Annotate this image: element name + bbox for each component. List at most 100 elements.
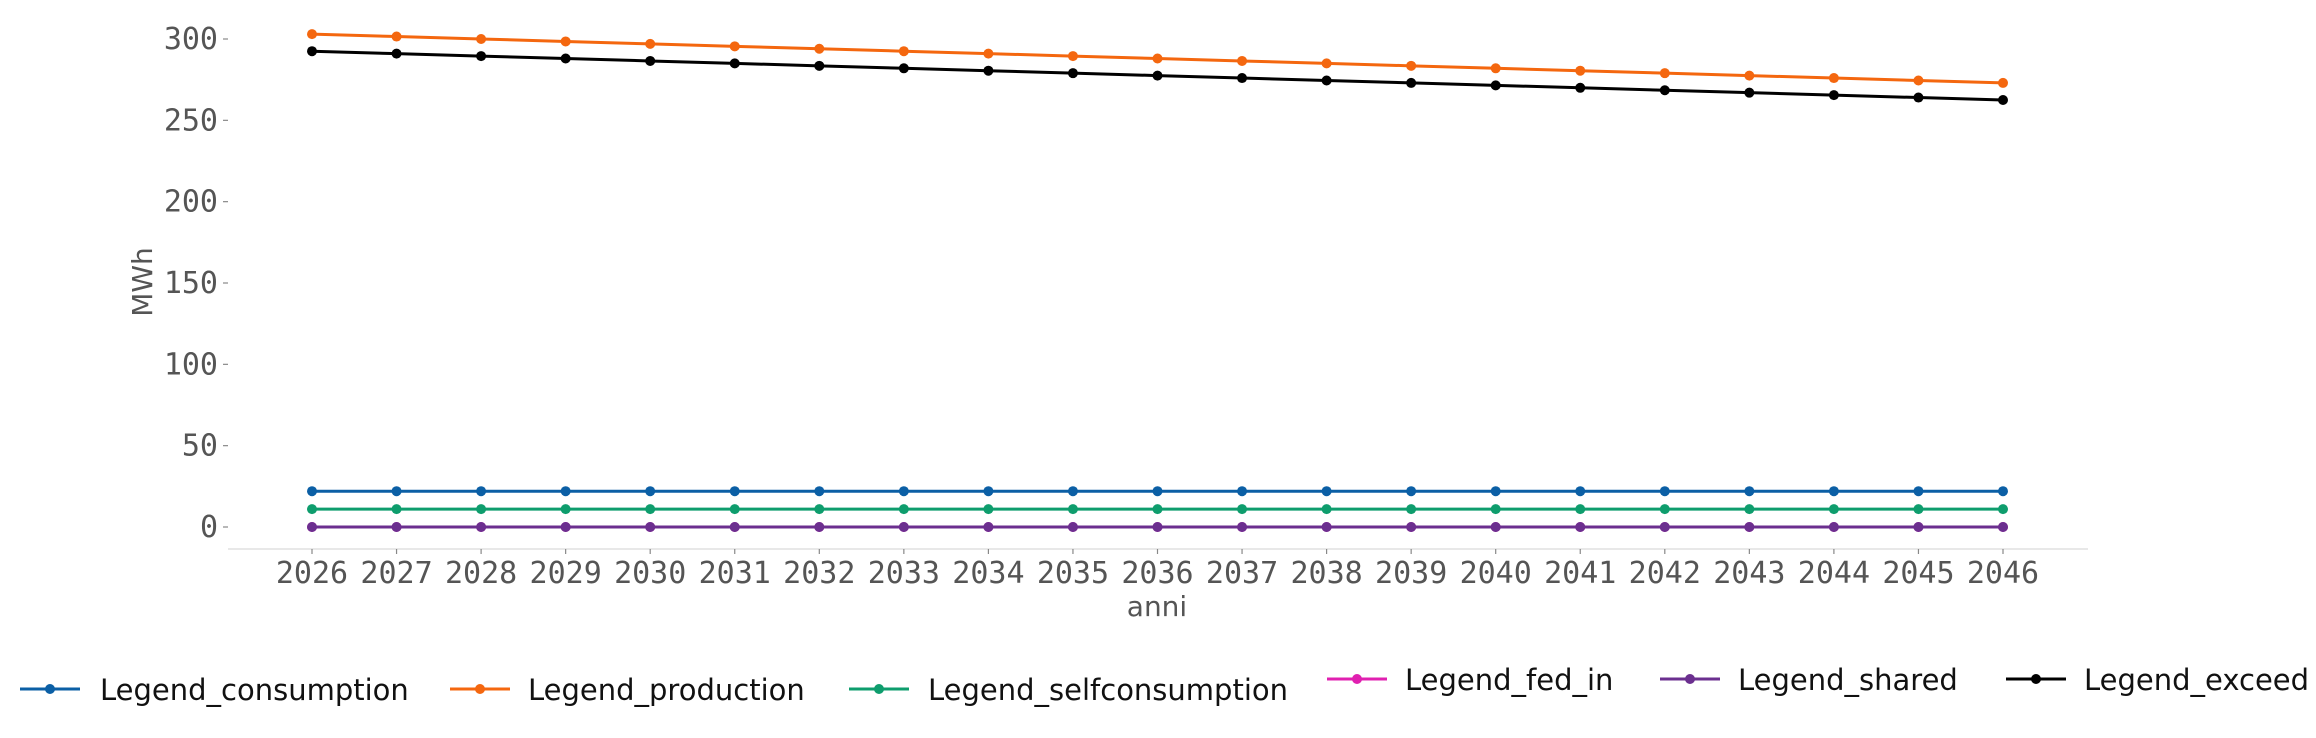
data-point — [1744, 504, 1755, 515]
data-point — [1744, 70, 1755, 81]
x-tick-label: 2038 — [1290, 556, 1362, 591]
data-point — [391, 522, 402, 532]
data-point — [1659, 68, 1670, 79]
data-point — [1152, 486, 1163, 497]
data-point — [1998, 522, 2008, 532]
data-point — [1744, 486, 1755, 497]
legend-item: Legend_consumption — [20, 673, 409, 707]
x-tick-label: 2030 — [614, 556, 686, 591]
x-tick-label: 2027 — [360, 556, 432, 591]
legend-marker — [475, 684, 485, 694]
data-point — [1152, 522, 1163, 532]
series-Legend_consumption — [307, 486, 2008, 497]
data-point — [814, 60, 825, 71]
data-point — [391, 504, 402, 515]
data-point — [1067, 51, 1078, 62]
data-point — [476, 51, 487, 62]
data-point — [645, 504, 656, 515]
data-point — [814, 522, 825, 532]
data-point — [1659, 486, 1670, 497]
data-point — [307, 522, 317, 532]
data-point — [1913, 504, 1924, 515]
x-tick-label: 2029 — [530, 556, 602, 591]
legend-marker — [874, 684, 884, 694]
data-point — [1575, 522, 1586, 532]
x-tick-label: 2043 — [1713, 556, 1785, 591]
data-point — [814, 486, 825, 497]
data-point — [1406, 504, 1417, 515]
data-point — [645, 38, 656, 49]
x-tick-label: 2037 — [1206, 556, 1278, 591]
data-point — [1321, 75, 1332, 86]
data-point — [1744, 87, 1755, 98]
legend-marker — [45, 684, 55, 694]
data-point — [1659, 85, 1670, 96]
legend-marker — [2031, 674, 2041, 684]
data-point — [1067, 68, 1078, 79]
series-Legend_shared — [307, 522, 2008, 532]
y-tick-label: 50 — [182, 429, 218, 464]
data-point — [476, 504, 487, 515]
data-point — [1490, 522, 1501, 532]
data-point — [1067, 486, 1078, 497]
series-layer — [307, 29, 2008, 532]
x-tick-label: 2034 — [952, 556, 1024, 591]
data-point — [1237, 504, 1248, 515]
x-tick-label: 2026 — [276, 556, 348, 591]
data-point — [1067, 522, 1078, 532]
data-point — [560, 522, 571, 532]
legend-item: Legend_production — [450, 673, 805, 707]
legend-label: Legend_shared — [1738, 663, 1958, 697]
data-point — [1152, 70, 1163, 81]
data-point — [898, 486, 909, 497]
x-tick-label: 2031 — [699, 556, 771, 591]
data-point — [1321, 504, 1332, 515]
data-point — [1237, 73, 1248, 84]
data-point — [729, 58, 740, 69]
x-tick-label: 2028 — [445, 556, 517, 591]
series-Legend_selfconsumption — [307, 504, 2008, 515]
data-point — [645, 486, 656, 497]
data-point — [560, 53, 571, 64]
data-point — [1237, 486, 1248, 497]
legend-marker — [1685, 674, 1695, 684]
data-point — [1152, 53, 1163, 64]
data-point — [645, 522, 656, 532]
data-point — [1744, 522, 1755, 532]
x-tick-label: 2032 — [783, 556, 855, 591]
data-point — [814, 43, 825, 54]
y-axis-label: MWh — [126, 247, 159, 317]
data-point — [1237, 522, 1248, 532]
x-tick-label: 2040 — [1460, 556, 1532, 591]
data-point — [983, 65, 994, 76]
data-point — [1575, 65, 1586, 76]
legend-item: Legend_selfconsumption — [849, 673, 1288, 707]
series-Legend_exceed — [307, 46, 2008, 105]
data-point — [1490, 63, 1501, 74]
data-point — [1659, 522, 1670, 532]
data-point — [1828, 90, 1839, 101]
data-point — [1998, 77, 2008, 88]
legend-item: Legend_fed_in — [1327, 663, 1613, 697]
legend-label: Legend_selfconsumption — [928, 673, 1288, 707]
data-point — [729, 522, 740, 532]
data-point — [1321, 486, 1332, 497]
data-point — [1490, 486, 1501, 497]
data-point — [1828, 486, 1839, 497]
series-Legend_production — [307, 29, 2008, 88]
x-tick-label: 2045 — [1882, 556, 1954, 591]
data-point — [983, 486, 994, 497]
data-point — [391, 48, 402, 59]
data-point — [1490, 504, 1501, 515]
data-point — [476, 486, 487, 497]
legend-label: Legend_exceed — [2084, 663, 2309, 697]
data-point — [898, 504, 909, 515]
x-tick-label: 2041 — [1544, 556, 1616, 591]
legend-label: Legend_consumption — [100, 673, 409, 707]
data-point — [1406, 486, 1417, 497]
data-point — [1575, 82, 1586, 93]
data-point — [1321, 522, 1332, 532]
axes: 0 50 100 150 200 250 300 2026 2027 2028 2029 2030 20… — [164, 22, 2088, 591]
data-point — [729, 486, 740, 497]
